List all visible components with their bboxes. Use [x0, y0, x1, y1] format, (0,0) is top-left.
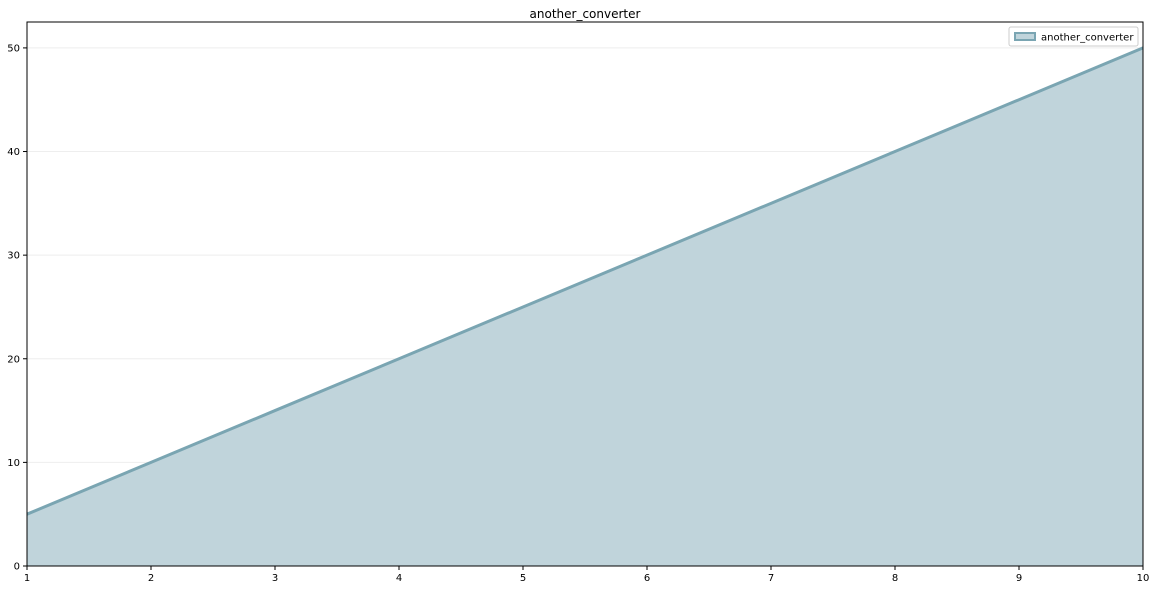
x-tick-label: 8 [892, 573, 898, 584]
x-tick-label: 1 [24, 573, 30, 584]
x-tick-label: 7 [768, 573, 774, 584]
legend-label: another_converter [1041, 33, 1134, 44]
x-tick-label: 4 [396, 573, 402, 584]
y-tick-label: 0 [14, 562, 20, 573]
y-tick-label: 30 [7, 251, 20, 262]
x-tick-label: 6 [644, 573, 650, 584]
x-tick-label: 9 [1016, 573, 1022, 584]
y-tick-label: 20 [7, 354, 20, 365]
series-line [26, 46, 1144, 516]
x-tick-label: 5 [520, 573, 526, 584]
legend-box [1008, 26, 1139, 47]
chart-title: another_converter [530, 7, 641, 21]
y-tick-label: 50 [7, 43, 20, 54]
legend: another_converter [1008, 26, 1139, 47]
series-area-group [26, 46, 1144, 566]
axes-frame [26, 21, 1144, 567]
legend-swatch [1014, 32, 1036, 41]
plot-frame [26, 21, 1144, 567]
y-tick-label: 40 [7, 147, 20, 158]
y-axis-ticks: 0 10 20 30 40 50 [7, 43, 27, 573]
x-tick-label: 2 [148, 573, 154, 584]
series-area [27, 47, 1143, 566]
x-tick-label: 3 [272, 573, 278, 584]
y-tick-label: 10 [7, 458, 20, 469]
x-axis-ticks: 1 2 3 4 5 6 7 8 9 10 [24, 566, 1150, 584]
x-tick-label: 10 [1137, 573, 1150, 584]
